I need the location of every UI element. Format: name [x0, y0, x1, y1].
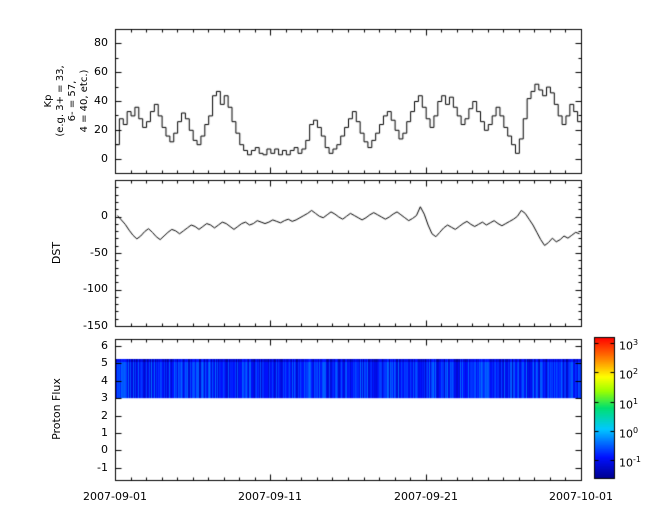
colorbar-tick-label: 103 — [619, 338, 639, 353]
pflux-ytick-label: 6 — [101, 339, 108, 352]
kp-axis-label-line: (e.g. 3+ = 33, — [55, 65, 66, 137]
pflux-ytick-label: 2 — [101, 409, 108, 422]
pflux-ytick-label: 5 — [101, 356, 108, 369]
dst-ytick-label: 0 — [101, 209, 108, 222]
kp-ytick-label: 40 — [94, 94, 108, 107]
kp-axis-label-line: 4 = 40, etc.) — [79, 69, 90, 133]
kp-axis-label-line: 6- = 57, — [67, 80, 78, 122]
x-tick-label: 2007-09-01 — [83, 490, 147, 503]
x-tick-label: 2007-10-01 — [549, 490, 613, 503]
kp-axis-label: Kp (e.g. 3+ = 33, 6- = 57, 4 = 40, etc.) — [43, 26, 91, 176]
kp-ytick-label: 80 — [94, 36, 108, 49]
pflux-ytick-label: -1 — [97, 461, 108, 474]
proton-flux-axis-label: Proton Flux — [50, 378, 63, 440]
dst-ytick-label: -150 — [83, 319, 108, 332]
x-tick-label: 2007-09-11 — [238, 490, 302, 503]
pflux-ytick-label: 3 — [101, 391, 108, 404]
dst-ytick-label: -50 — [90, 246, 108, 259]
x-tick-label: 2007-09-21 — [394, 490, 458, 503]
colorbar-tick-label: 10-1 — [619, 455, 641, 470]
kp-axis-label-line: Kp — [43, 94, 54, 108]
kp-ytick-label: 60 — [94, 65, 108, 78]
kp-ytick-label: 0 — [101, 152, 108, 165]
kp-ytick-label: 20 — [94, 123, 108, 136]
pflux-ytick-label: 1 — [101, 426, 108, 439]
dst-ytick-label: -100 — [83, 282, 108, 295]
pflux-ytick-label: 0 — [101, 443, 108, 456]
colorbar-tick-label: 101 — [619, 397, 639, 412]
colorbar-tick-label: 102 — [619, 367, 639, 382]
pflux-ytick-label: 4 — [101, 374, 108, 387]
dst-axis-label: DST — [50, 241, 63, 265]
colorbar-tick-label: 100 — [619, 426, 639, 441]
